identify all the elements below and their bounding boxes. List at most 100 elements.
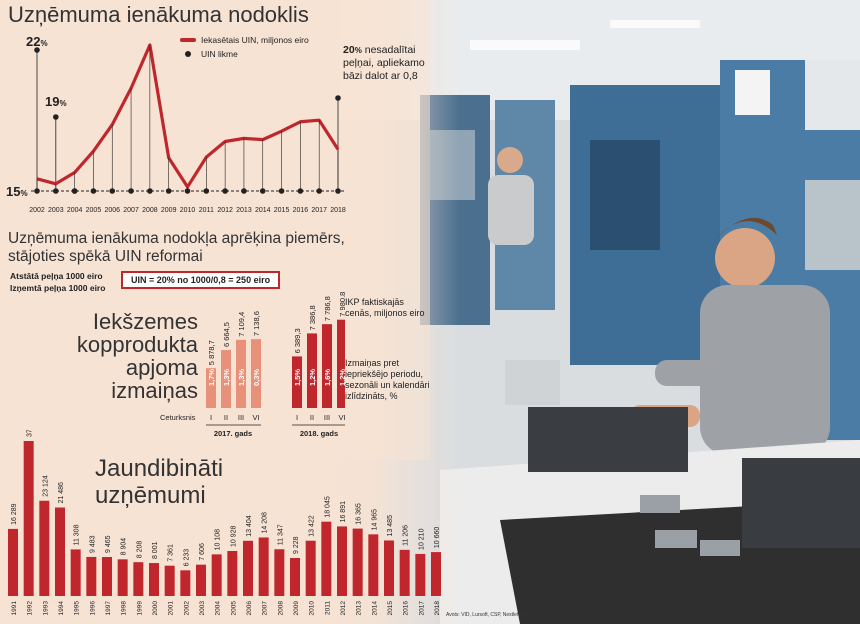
firm-value-label: 8 208	[136, 541, 143, 559]
firm-value-label: 14 208	[262, 512, 269, 534]
firm-bar-2012	[337, 526, 347, 596]
firm-bar-2011	[321, 521, 332, 596]
example-title-line1: Uzņēmuma ienākuma nodokļa aprēķina piemē…	[8, 230, 345, 247]
firm-year-tick: 2013	[356, 601, 363, 616]
firm-bar-2000	[149, 563, 159, 596]
gdp-bar	[322, 324, 332, 408]
gdp-change-label: 1,3%	[222, 369, 231, 386]
gdp-bar	[251, 339, 261, 408]
rate-point-2002	[34, 47, 40, 53]
firm-value-label: 11 308	[74, 524, 81, 545]
firm-bar-1998	[117, 559, 128, 596]
gdp-change-label: 1,2%	[338, 369, 345, 386]
firm-value-label: 14 965	[371, 509, 378, 531]
firm-value-label: 7 361	[168, 544, 175, 562]
firm-bar-1993	[39, 500, 50, 596]
firm-year-tick: 1991	[11, 601, 18, 616]
gdp-bar	[337, 319, 345, 408]
gdp-title: Iekšzemes kopprodukta apjoma izmaiņas	[8, 310, 198, 402]
gdp-quarter-tick: III	[324, 413, 330, 422]
firm-bar-2009	[290, 557, 300, 596]
x-tick-2015: 2015	[274, 207, 290, 214]
rate-2018-annotation: 20% nesadalītai peļņai, apliekamo bāzi d…	[343, 44, 425, 83]
firm-bar-2001	[164, 565, 175, 596]
legend-label-collected: Iekasētais UIN, miljonos eiro	[201, 35, 309, 45]
tax-legend: Iekasētais UIN, miljonos eiro UIN likme	[180, 33, 309, 61]
gdp-bar-chart: 5 878,71,7%I6 664,51,3%II7 109,41,3%III7…	[160, 292, 345, 438]
firm-year-tick: 2011	[324, 601, 331, 615]
firm-bar-2007	[258, 537, 269, 596]
x-tick-2018: 2018	[330, 207, 346, 214]
gdp-change-label: 1,7%	[207, 369, 216, 386]
gdp-legend-change: Izmaiņas pret iepriekšējo periodu, sezon…	[345, 358, 430, 401]
firm-year-tick: 2015	[387, 601, 394, 616]
gdp-change-label: 1,5%	[293, 369, 302, 386]
year-2018-label: 2018. gads	[300, 429, 338, 438]
firm-year-tick: 2000	[152, 601, 159, 616]
legend-label-rate: UIN likme	[201, 49, 238, 59]
firms-title-line1: Jaundibināti	[95, 455, 224, 482]
x-tick-2016: 2016	[293, 207, 309, 214]
firm-bar-1996	[86, 556, 97, 596]
firm-value-label: 8 001	[152, 541, 159, 559]
firm-bar-2018	[431, 552, 441, 596]
firm-value-label: 21 486	[58, 482, 65, 504]
firm-value-label: 13 485	[387, 515, 394, 537]
x-tick-2006: 2006	[104, 207, 120, 214]
x-tick-2004: 2004	[67, 207, 83, 214]
gdp-bar	[221, 350, 231, 408]
x-tick-2013: 2013	[236, 207, 252, 214]
firm-value-label: 10 210	[418, 528, 425, 550]
firm-value-label: 11 206	[403, 525, 410, 546]
firm-year-tick: 1996	[89, 601, 96, 616]
gdp-value-label: 6 664,5	[222, 322, 231, 347]
x-tick-2012: 2012	[217, 207, 233, 214]
firm-bar-2004	[211, 554, 222, 596]
line-swatch-icon	[180, 38, 196, 42]
firm-value-label: 23 124	[42, 475, 49, 497]
gdp-bar	[236, 339, 246, 408]
gdp-change-label: 0,3%	[252, 369, 261, 386]
rate-label-15: 15%	[6, 184, 28, 199]
gdp-quarter-tick: VI	[252, 413, 259, 422]
firms-title-line2: uzņēmumi	[95, 482, 206, 509]
firm-value-label: 18 045	[324, 496, 331, 518]
gdp-quarter-tick: III	[238, 413, 244, 422]
firm-year-tick: 2012	[340, 601, 347, 616]
gdp-bar	[206, 368, 216, 408]
firm-year-tick: 1998	[121, 601, 128, 616]
gdp-title-line4: izmaiņas	[111, 378, 198, 403]
firm-year-tick: 2008	[277, 601, 284, 616]
firm-bar-1994	[55, 507, 65, 596]
gdp-quarter-tick: I	[210, 413, 212, 422]
x-tick-2008: 2008	[142, 207, 158, 214]
gdp-value-label: 7 138,6	[252, 311, 261, 336]
firm-bar-1991	[8, 528, 18, 596]
source-note: Avots: VID, Lursoft, CSP, Nestlefaktā	[446, 612, 528, 618]
gdp-title-line3: apjoma	[125, 355, 198, 380]
firm-value-label: 9 465	[105, 535, 112, 553]
firm-bar-1997	[102, 557, 112, 596]
firm-value-label: 16 289	[11, 503, 18, 525]
firm-value-label: 10 660	[434, 527, 441, 549]
tax-series-line	[36, 43, 340, 189]
firm-year-tick: 2014	[371, 601, 378, 616]
firm-year-tick: 2016	[403, 601, 410, 616]
example-lines: Atstātā peļņa 1000 eiro Izņemtā peļņa 10…	[10, 270, 105, 294]
x-tick-2011: 2011	[199, 207, 214, 214]
gdp-title-line2: kopprodukta	[76, 332, 198, 357]
firm-bar-2014	[368, 534, 379, 596]
firm-year-tick: 2004	[215, 601, 222, 616]
firm-value-label: 10 108	[215, 529, 222, 551]
firm-value-label: 16 891	[340, 501, 347, 523]
rate-2018-value: 20%	[343, 44, 362, 56]
new-firms-bar-chart: 16 289 1991 37 630 1992 23 124 1993 21 486 1994…	[8, 430, 441, 616]
firm-bar-2006	[243, 540, 253, 596]
firm-value-label: 13 404	[246, 515, 253, 537]
firm-value-label: 11 347	[277, 524, 284, 545]
gdp-change-label: 1,2%	[308, 369, 317, 386]
firm-bar-2010	[305, 540, 316, 596]
firm-year-tick: 2002	[183, 601, 190, 616]
firm-bar-2016	[399, 549, 410, 596]
firm-year-tick: 2005	[230, 601, 237, 616]
